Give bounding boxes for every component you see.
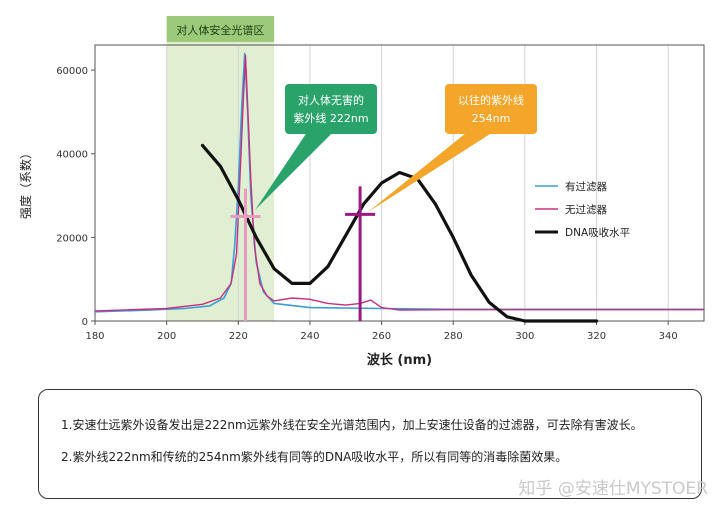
series-line-3	[200, 143, 599, 323]
callout-text-2-2: 254nm	[472, 112, 511, 125]
x-axis-label: 波长 (nm)	[367, 352, 432, 368]
callout-text-2-1: 以往的紫外线	[458, 93, 524, 107]
notes-box: 1.安速仕远紫外设备发出是222nm远紫外线在安全光谱范围内，加上安速仕设备的过…	[38, 389, 702, 499]
series-line-2	[94, 54, 705, 312]
x-tick-label: 340	[659, 331, 678, 342]
x-tick-label: 320	[587, 331, 606, 342]
plot-frame	[94, 44, 705, 322]
uv-spectrum-chart: 对人体安全光谱区 0 20000 40000 60000 180 200 220 240 26…	[18, 16, 705, 368]
y-axis-label: 强度（系数）	[18, 147, 33, 219]
series-layer	[94, 52, 705, 323]
y-axis-ticks: 0 20000 40000 60000	[56, 66, 95, 328]
safe-region-label-background	[166, 16, 275, 42]
x-tick-label: 200	[157, 331, 176, 342]
marker-layer	[230, 186, 376, 321]
callout-box-2	[445, 84, 537, 134]
y-tick-label: 0	[82, 317, 88, 328]
legend-label-2: 无过滤器	[565, 203, 607, 216]
y-tick-label: 40000	[56, 150, 88, 161]
x-tick-label: 300	[515, 331, 534, 342]
watermark-text: 知乎 @安速仕MYSTOER	[518, 479, 708, 499]
x-tick-label: 260	[372, 331, 391, 342]
y-tick-label: 60000	[56, 66, 88, 77]
legend-label-1: 有过滤器	[565, 180, 607, 193]
x-tick-label: 240	[300, 331, 319, 342]
callout-box-1	[285, 84, 377, 134]
legend-label-3: DNA吸收水平	[565, 226, 630, 239]
callout-pointer-2	[368, 132, 494, 212]
x-tick-label: 180	[85, 331, 104, 342]
callout-pointer-1	[255, 132, 334, 210]
callout-text-1-1: 对人体无害的	[298, 93, 364, 107]
x-tick-label: 220	[229, 331, 248, 342]
x-tick-label: 280	[444, 331, 463, 342]
note-line-1: 1.安速仕远紫外设备发出是222nm远紫外线在安全光谱范围内，加上安速仕设备的过…	[61, 418, 643, 432]
y-tick-label: 20000	[56, 233, 88, 244]
safe-region-label: 对人体安全光谱区	[176, 23, 264, 37]
note-line-2: 2.紫外线222nm和传统的254nm紫外线有同等的DNA吸收水平，所以有同等的…	[61, 450, 568, 464]
callout-text-1-2: 紫外线 222nm	[293, 111, 368, 125]
x-axis-ticks: 180 200 220 240 260 280 300 320 340	[85, 321, 678, 342]
